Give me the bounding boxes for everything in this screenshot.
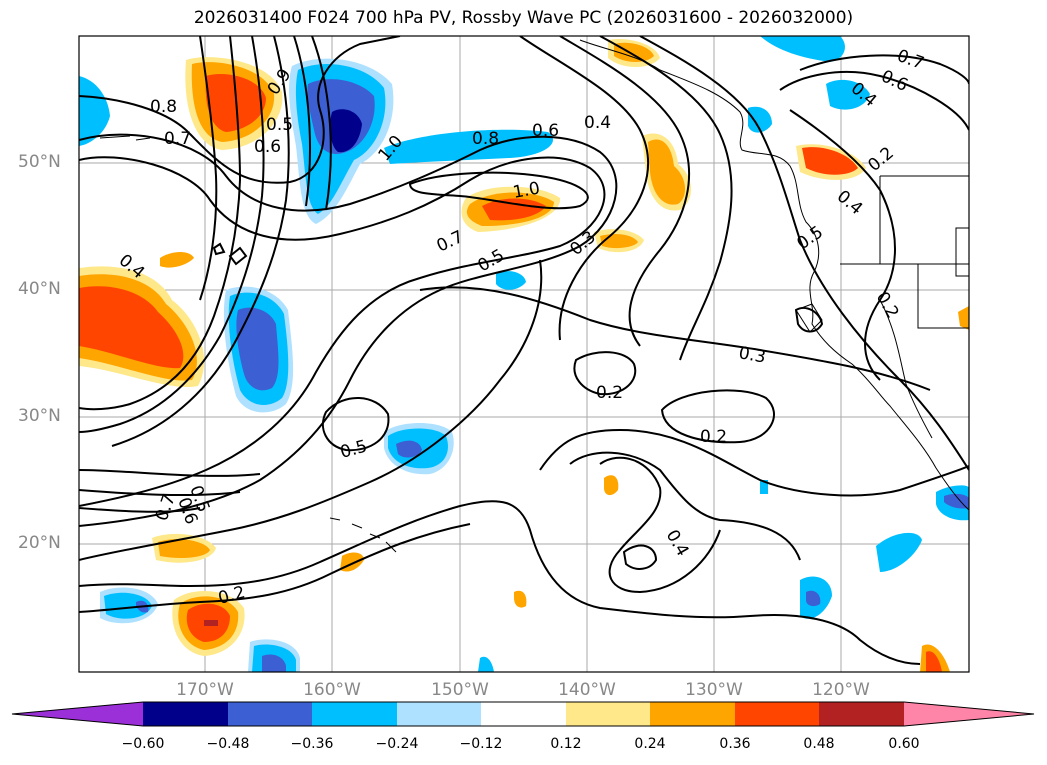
contour-label: 0.4	[584, 113, 611, 133]
colorbar-tick-label: −0.24	[375, 736, 419, 752]
longitude-label: 140°W	[558, 680, 616, 700]
colorbar-bin	[819, 702, 904, 726]
anomaly-negative-core	[104, 592, 152, 619]
colorbar-tick-label: −0.48	[206, 736, 250, 752]
contour-label: 0.5	[266, 115, 293, 135]
anomaly-positive-core	[604, 475, 619, 496]
anomaly-positive-core	[79, 286, 184, 369]
longitude-label: 160°W	[303, 680, 361, 700]
map-frame	[78, 35, 970, 673]
anomaly-negative-core	[478, 656, 494, 672]
colorbar-bin	[735, 702, 819, 726]
anomaly-negative-core	[748, 106, 772, 133]
contour-label: 1.0	[511, 179, 541, 203]
colorbar-bin	[143, 702, 228, 726]
colorbar-tick-label: −0.36	[290, 736, 334, 752]
contour-label: 0.6	[532, 121, 559, 141]
latitude-label: 50°N	[18, 152, 61, 172]
latitude-label: 40°N	[18, 279, 61, 299]
longitude-label: 120°W	[812, 680, 870, 700]
contour-label: 0.6	[254, 137, 281, 157]
colorbar-tick-label: 0.12	[550, 736, 582, 752]
anomaly-positive-core	[160, 252, 194, 268]
anomaly-positive-core	[204, 620, 218, 626]
anomaly-negative-core	[806, 590, 821, 607]
anomaly-positive-core	[926, 651, 942, 672]
anomaly-negative-core	[826, 79, 870, 110]
anomaly-positive-core	[514, 590, 527, 608]
anomaly-positive-core	[802, 147, 858, 175]
anomaly-negative-core	[330, 109, 362, 153]
contour-label: 0.2	[596, 383, 623, 403]
anomaly-negative-core	[496, 271, 526, 290]
contour-label: 0.3	[737, 343, 767, 367]
colorbar-extend-low	[12, 702, 143, 726]
anomaly-negative-core	[79, 76, 110, 146]
colorbar-bin	[481, 702, 566, 726]
colorbar-bin	[650, 702, 735, 726]
anomaly-positive-core	[482, 198, 546, 221]
colorbar-extend-high	[904, 702, 1034, 726]
colorbar-tick-label: −0.12	[459, 736, 503, 752]
colorbar-bin	[566, 702, 650, 726]
anomaly-positive-core	[958, 306, 969, 330]
anomaly-positive-core	[648, 139, 686, 205]
colorbar-bin	[228, 702, 312, 726]
colorbar-tick-label: 0.48	[803, 736, 835, 752]
colorbar-bin	[397, 702, 481, 726]
anomaly-negative-core	[760, 480, 768, 494]
colorbar-bin	[312, 702, 397, 726]
anomaly-negative-core	[396, 440, 422, 458]
map-plot: 0.8 0.7 0.6 0.5 0.9 1.0 0.8 0.6 0.4 0.7 …	[78, 35, 970, 673]
contour-label: 0.2	[700, 427, 727, 447]
longitude-label: 170°W	[176, 680, 234, 700]
anomaly-negative-core	[384, 129, 554, 164]
anomaly-negative-core	[876, 532, 922, 572]
colorbar-tick-label: 0.24	[634, 736, 666, 752]
shading-positive-core	[79, 42, 969, 672]
map-title: 2026031400 F024 700 hPa PV, Rossby Wave …	[193, 8, 854, 28]
anomaly-negative-core	[760, 36, 845, 62]
pv-contours	[79, 36, 969, 665]
latitude-label: 30°N	[18, 406, 61, 426]
anomaly-negative-core	[944, 493, 969, 509]
colorbar-tick-label: 0.36	[719, 736, 751, 752]
anomaly-negative-core	[262, 654, 286, 672]
colorbar-tick-label: −0.60	[121, 736, 165, 752]
colorbar-outline	[11, 701, 1035, 727]
anomaly-negative-core	[236, 307, 279, 391]
coastlines	[99, 39, 969, 553]
anomaly-positive-core	[158, 539, 210, 558]
contour-label: 0.7	[164, 129, 191, 149]
colorbar-tick-label: 0.60	[888, 736, 920, 752]
shading-negative	[79, 36, 969, 672]
longitude-label: 130°W	[685, 680, 743, 700]
latitude-label: 20°N	[18, 533, 61, 553]
anomaly-positive-core	[614, 42, 654, 62]
contour-label: 0.8	[472, 129, 499, 149]
contour-label: 0.8	[150, 97, 177, 117]
colorbar	[11, 701, 1035, 727]
longitude-label: 150°W	[431, 680, 489, 700]
